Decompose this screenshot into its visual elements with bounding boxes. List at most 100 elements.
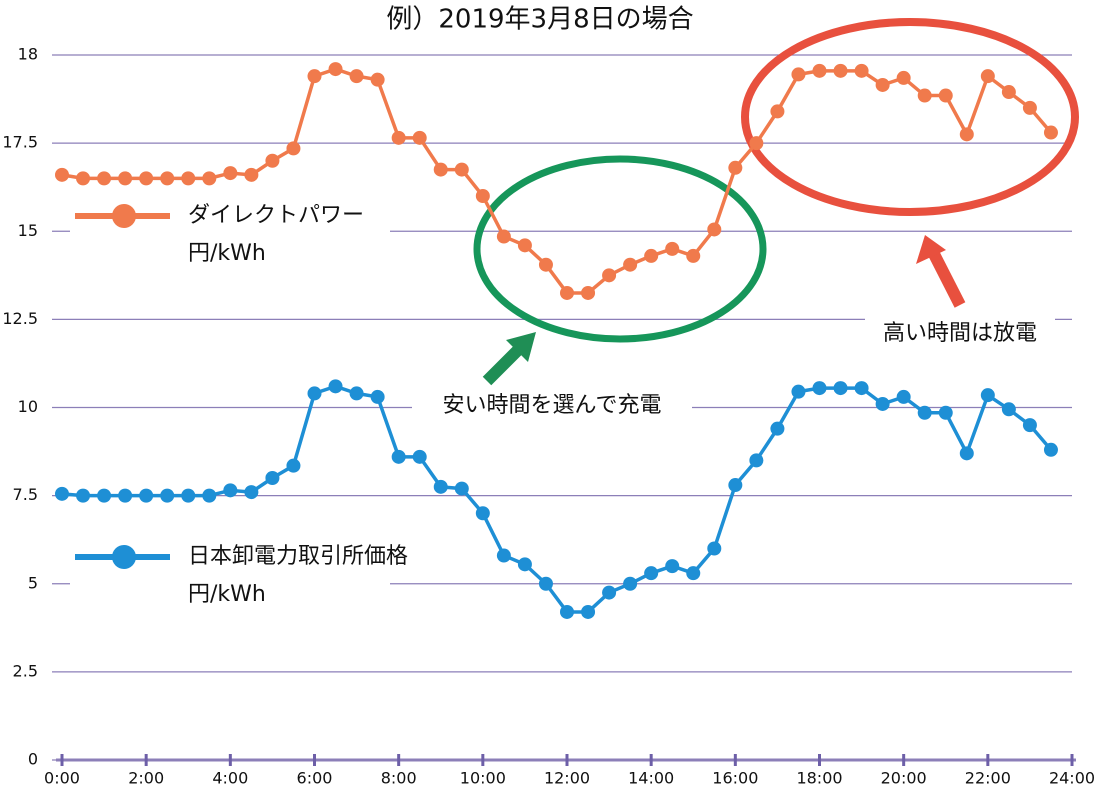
x-tick-label: 10:00 (460, 769, 506, 788)
data-point (707, 541, 722, 556)
x-tick-label: 22:00 (965, 769, 1011, 788)
data-point (181, 171, 196, 186)
data-point (307, 386, 322, 401)
data-point (854, 63, 869, 78)
data-point (286, 458, 301, 473)
data-point (433, 479, 448, 494)
data-point (770, 104, 785, 119)
data-point (475, 189, 490, 203)
x-tick-label: 14:00 (628, 769, 674, 788)
data-point (370, 72, 385, 87)
data-point (581, 604, 596, 619)
data-point (139, 171, 154, 186)
data-point (938, 405, 953, 420)
data-point (833, 63, 848, 78)
x-tick-label: 2:00 (128, 769, 164, 788)
legend-label: ダイレクトパワー (188, 203, 364, 228)
data-point (412, 449, 427, 464)
data-point (160, 488, 175, 503)
data-point (1001, 85, 1016, 100)
data-point (223, 483, 238, 498)
data-point (286, 141, 301, 156)
data-point (623, 257, 638, 272)
highlight-ellipse (473, 155, 767, 343)
data-point (833, 381, 848, 396)
arrow (482, 332, 536, 386)
y-tick-label: 5 (28, 573, 38, 592)
x-tick-label: 8:00 (381, 769, 417, 788)
data-point (581, 285, 596, 300)
data-point (980, 69, 995, 84)
data-point (223, 166, 238, 181)
data-point (686, 566, 701, 581)
arrow (916, 235, 966, 308)
data-point (917, 88, 932, 103)
data-point (391, 130, 406, 145)
data-point (560, 285, 574, 300)
data-point (602, 268, 617, 283)
data-point (517, 238, 532, 253)
data-point (265, 471, 280, 485)
data-point (875, 77, 890, 92)
y-tick-label: 18 (18, 45, 38, 64)
y-tick-label: 15 (18, 221, 38, 240)
data-point (349, 69, 364, 84)
data-point (160, 171, 175, 186)
data-point (644, 566, 659, 581)
x-tick-label: 20:00 (881, 769, 927, 788)
x-tick-label: 24:00 (1049, 769, 1095, 788)
data-point (181, 488, 196, 503)
data-point (76, 488, 91, 503)
data-point (454, 481, 469, 496)
data-point (538, 257, 553, 272)
data-point (623, 576, 638, 591)
data-point (118, 488, 133, 503)
data-point (917, 405, 932, 420)
data-point (202, 488, 217, 503)
y-tick-label: 17.5 (2, 133, 38, 152)
x-tick-label: 12:00 (544, 769, 590, 788)
data-point (602, 585, 617, 600)
x-tick-label: 4:00 (212, 769, 248, 788)
data-point (496, 229, 511, 244)
legend-marker (112, 545, 136, 569)
data-point (1043, 442, 1058, 457)
data-point (875, 396, 890, 411)
data-point (812, 63, 827, 78)
legend-marker (112, 204, 136, 228)
data-point (644, 248, 659, 263)
data-point (349, 386, 364, 401)
y-tick-label: 0 (28, 750, 38, 769)
data-point (959, 446, 974, 461)
chart-title: 例）2019年3月8日の場合 (386, 5, 693, 35)
data-point (55, 486, 69, 501)
data-point (749, 136, 764, 151)
data-point (76, 171, 91, 186)
data-point (244, 485, 259, 500)
legend-unit: 円/kWh (188, 582, 266, 607)
data-point (517, 557, 532, 572)
y-tick-label: 2.5 (13, 661, 38, 680)
data-point (328, 379, 343, 394)
data-point (1043, 125, 1058, 140)
data-point (1001, 402, 1016, 417)
data-point (391, 449, 406, 464)
legend-label: 日本卸電力取引所価格 (188, 544, 408, 569)
highlight-ellipse (741, 18, 1079, 216)
data-point (475, 506, 490, 521)
annotation-background (865, 318, 1055, 350)
x-tick-label: 18:00 (796, 769, 842, 788)
legend-unit: 円/kWh (188, 241, 266, 266)
data-point (791, 384, 806, 399)
data-point (97, 488, 112, 503)
data-point (854, 381, 869, 396)
data-point (1022, 100, 1037, 115)
data-point (812, 381, 827, 396)
annotation-background (412, 390, 692, 422)
data-point (97, 171, 112, 186)
data-point (665, 241, 680, 256)
data-point (307, 69, 322, 84)
